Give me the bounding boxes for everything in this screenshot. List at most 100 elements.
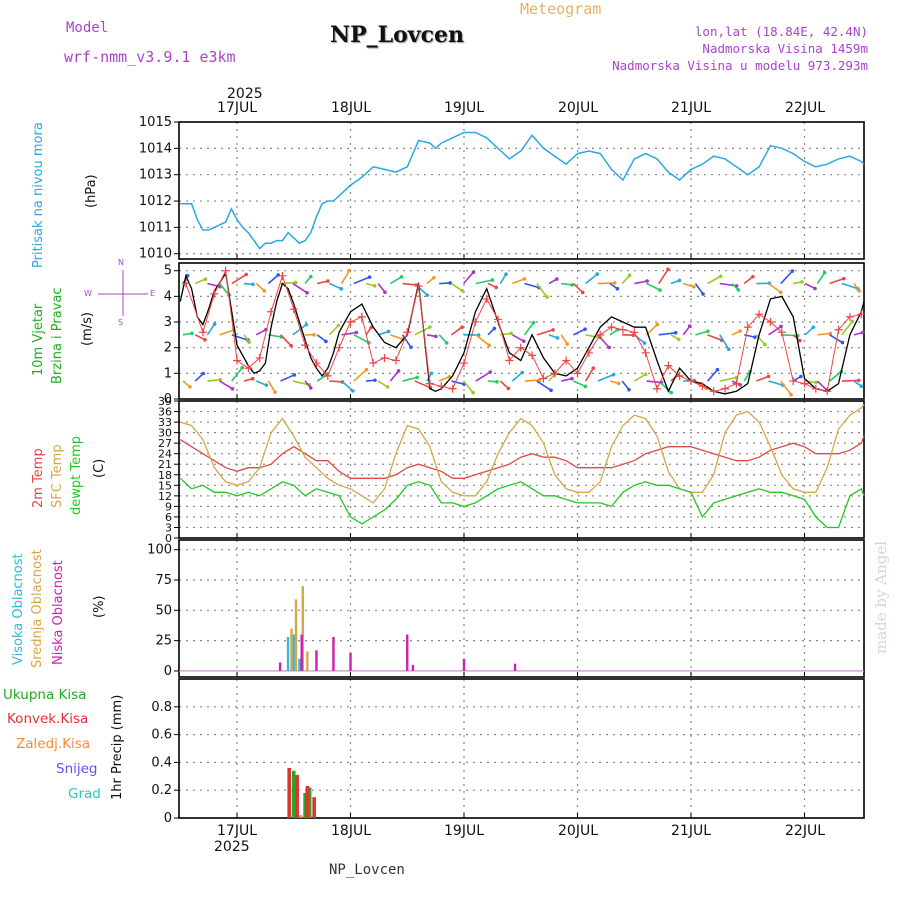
wind-gust-point — [289, 305, 298, 314]
precip-frz-label: Zaledj.Kisa — [16, 736, 91, 752]
wind-arrow-head — [385, 385, 390, 389]
y-tick-label: 1010 — [139, 247, 172, 262]
wind-arrow — [194, 372, 204, 382]
wind-arrow — [597, 373, 614, 382]
wind-arrow-head — [367, 275, 372, 279]
top-day-label: 18JUL — [331, 100, 371, 116]
wind-arrow-head — [642, 341, 647, 345]
y-tick-label: 1 — [164, 366, 172, 381]
wind-arrow-head — [763, 342, 767, 347]
wind-arrow — [841, 282, 859, 290]
wind-arrow-head — [570, 376, 574, 381]
top-day-label: 20JUL — [558, 100, 598, 116]
cloud-mid-bar — [294, 599, 298, 671]
wind-arrow — [462, 271, 475, 285]
wind-gust-point — [335, 343, 344, 352]
wind-arrow-head — [850, 319, 855, 324]
wind-arrow-head — [386, 329, 391, 334]
wind-arrow — [438, 334, 448, 344]
cloud-low-bar — [406, 634, 409, 671]
wind-arrow-head — [312, 333, 316, 337]
wind-arrow-head — [565, 342, 569, 346]
wind-arrow — [340, 270, 351, 284]
wind-arrow-head — [354, 330, 359, 335]
wind-gust-point — [528, 351, 537, 360]
wind-arrow — [768, 380, 784, 386]
wind-arrow — [401, 334, 412, 348]
wind-gust-point — [301, 341, 310, 350]
wind-gust-point — [244, 364, 253, 373]
wind-gust-point — [181, 279, 190, 288]
wind-arrow-head — [212, 322, 217, 326]
wind-arrow — [255, 282, 265, 292]
precip-snow-label: Snijeg — [56, 761, 98, 777]
wind-arrow — [402, 376, 418, 382]
wind-arrow-head — [444, 341, 449, 345]
wind-arrow-head — [509, 331, 513, 336]
wind-arrow — [194, 278, 206, 285]
wind-arrow — [499, 273, 507, 284]
wind-arrow-head — [627, 387, 631, 392]
wind-arrow — [317, 280, 329, 285]
wind-arrow — [499, 380, 509, 389]
wind-arrow-head — [779, 324, 783, 329]
wind-arrow — [316, 334, 327, 343]
wind-gust-point — [857, 310, 866, 319]
wind-arrow-head — [293, 280, 298, 285]
wind-arrow-head — [448, 281, 452, 285]
wind-arrow — [768, 325, 782, 336]
wind-arrow-head — [531, 320, 536, 325]
wind-arrow-head — [399, 275, 404, 279]
wind-arrow — [573, 328, 586, 336]
wind-arrow-head — [409, 345, 413, 350]
wind-arrow-head — [727, 347, 731, 352]
wind-arrow — [621, 274, 631, 285]
wind-gust-point — [823, 387, 832, 396]
cloud-mid-bar — [290, 628, 293, 671]
panel-frame — [178, 400, 865, 539]
top-year-label: 2025 — [227, 86, 263, 102]
wind-gust-point — [267, 307, 276, 316]
wind-arrow — [658, 331, 676, 336]
wind-arrow-head — [753, 335, 757, 339]
wind-arrow — [462, 380, 474, 394]
wind-arrow-head — [554, 277, 559, 281]
wind-arrow-head — [339, 287, 344, 291]
wind-compass-s: S — [118, 318, 124, 327]
wind-arrow-head — [607, 345, 611, 350]
wind-arrow-head — [701, 292, 705, 296]
wind-arrow — [780, 270, 793, 285]
wind-arrow-head — [506, 386, 511, 391]
wind-arrow — [280, 334, 292, 347]
cloud-low-bar — [462, 658, 466, 671]
wind-arrow-head — [715, 367, 720, 372]
wind-gust-point — [516, 343, 525, 352]
top-day-label: 17JUL — [217, 100, 257, 116]
wind-compass-n: N — [118, 258, 124, 267]
wind-arrow-head — [383, 290, 387, 294]
wind-arrow — [621, 380, 630, 391]
wind-gust-point — [414, 282, 423, 291]
wind-arrow-head — [428, 325, 432, 329]
wind-arrow-head — [551, 328, 555, 332]
wind-gust-point — [505, 356, 514, 365]
wind-arrow — [536, 283, 548, 298]
wind-gust-point — [403, 328, 412, 337]
wind-gust-point — [630, 328, 639, 337]
wind-gust-point — [562, 356, 571, 365]
wind-arrow — [634, 280, 648, 285]
wind-gust-point — [471, 318, 480, 327]
wind-arrow — [267, 380, 276, 393]
top-day-label: 21JUL — [671, 100, 711, 116]
wind-arrow — [804, 326, 814, 336]
y-tick-label: 6 — [165, 511, 172, 524]
wind-arrow — [353, 334, 370, 344]
wind-arrow-head — [396, 369, 401, 373]
wind-compass-e: E — [150, 289, 156, 298]
wind-gust-point — [539, 374, 548, 383]
wind-gust-line — [185, 268, 862, 392]
wind-arrow-head — [766, 374, 771, 379]
wind-arrow — [328, 324, 340, 336]
y-tick-label: 24 — [158, 448, 172, 461]
bottom-day-label: 17JUL — [217, 823, 257, 839]
